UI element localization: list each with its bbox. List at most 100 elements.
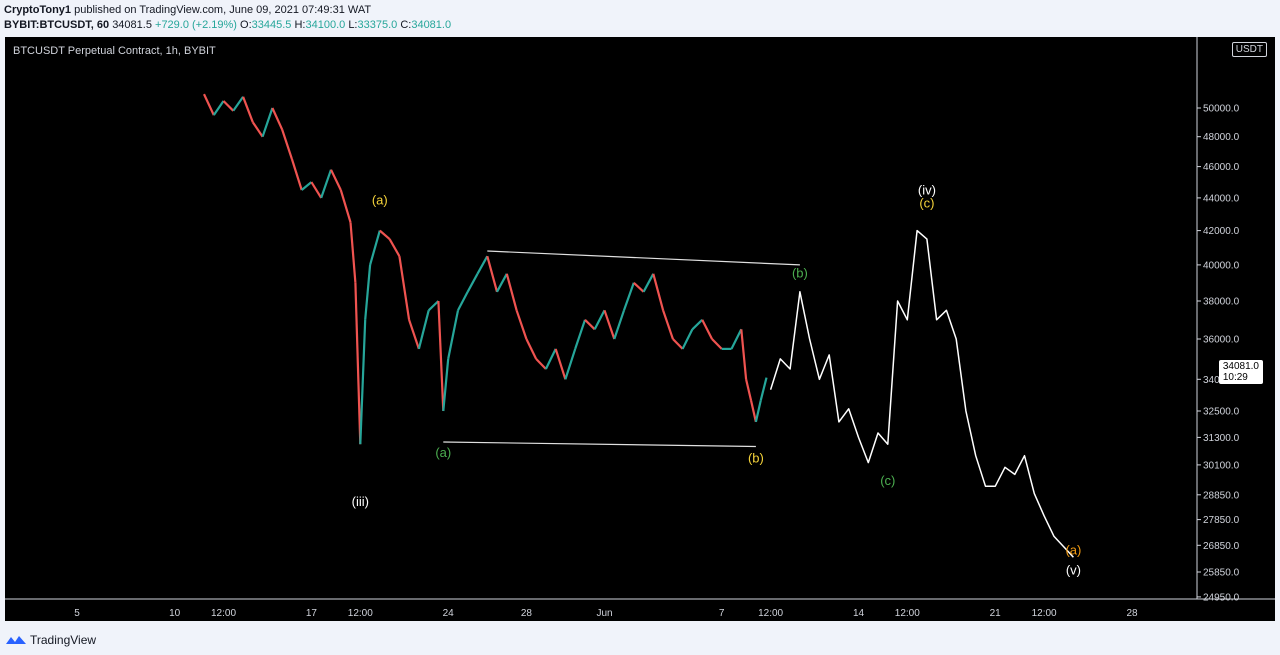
price-segment [271,107,284,130]
price-segment [593,309,606,330]
publisher-name[interactable]: CryptoTony1 [4,4,72,16]
y-tick-label: 27850.0 [1203,515,1240,526]
price-segment [379,229,391,240]
projection-series [769,229,1074,558]
price-segment [281,129,293,160]
price-segment [584,319,596,331]
wave-label: (a) [1065,543,1081,558]
price-segment [759,377,768,401]
wave-label: (a) [372,192,388,207]
wave-label: (iv) [918,183,936,198]
y-axis-ticks: 50000.0 48000.0 46000.0 44000.0 42000.0 40000… [1197,104,1240,603]
price-segment [745,379,753,401]
trendlines [443,250,800,448]
y-tick-label: 25850.0 [1203,568,1240,579]
low-label: L: [348,19,358,31]
x-tick-label: Jun [596,608,612,619]
x-tick-label: 12:00 [211,608,236,619]
tradingview-brand: TradingView [30,633,97,647]
ohlc-line: BYBIT:BTCUSDT, 60 34081.5 +729.0 (+2.19%… [4,19,451,31]
price-segment [476,255,489,275]
y-tick-label: 38000.0 [1203,297,1240,308]
price-segment [515,309,528,340]
price-segment [681,328,694,350]
open-label: O: [240,19,252,31]
projection-path [769,229,1074,558]
x-axis-ticks: 5 10 12:00 17 12:00 24 28 Jun 7 12:00 14 12:00 21 12:… [74,608,1138,619]
price-segment [369,230,381,266]
last-price: 34081.5 [112,19,152,31]
y-tick-label: 26850.0 [1203,541,1240,552]
price-segment [388,238,401,257]
last-price-tag: 34081.0 10:29 [1218,360,1263,384]
price-chart[interactable]: BTCUSDT Perpetual Contract, 1h, BYBIT (a… [5,37,1275,621]
price-segment [740,329,748,380]
price-segment [359,319,367,445]
y-tick-label: 44000.0 [1203,193,1240,204]
tradingview-logo[interactable]: TradingView [6,633,96,647]
price-segment [457,291,469,311]
chart-title: BTCUSDT Perpetual Contract, 1h, BYBIT [13,45,216,57]
price-segment [339,189,352,223]
price-segment [447,310,460,360]
x-tick-label: 12:00 [895,608,920,619]
chart-area[interactable]: BTCUSDT Perpetual Contract, 1h, BYBIT (a… [5,37,1275,621]
y-tick-label: 48000.0 [1203,132,1240,143]
y-tick-label: 46000.0 [1203,162,1240,173]
price-segment [437,300,445,412]
high-value: 34100.0 [305,19,346,31]
x-tick-label: 28 [521,608,533,619]
x-tick-label: 21 [990,608,1002,619]
price-segment [301,181,313,191]
trendline [443,441,756,448]
price-segment [622,282,635,311]
price-segment [310,181,323,199]
price-segment [574,319,587,350]
currency-badge[interactable]: USDT [1231,42,1267,57]
wave-label: (c) [880,473,895,488]
x-tick-label: 17 [306,608,318,619]
price-segment [564,348,577,380]
price-segment [442,358,450,412]
price-segment [417,310,430,350]
low-value: 33375.0 [357,19,398,31]
wave-label: (iii) [352,494,369,509]
price-segment [544,348,557,370]
price-segment [242,96,254,123]
symbol-label: BYBIT:BTCUSDT, 60 [4,19,110,31]
price-segment [349,222,357,283]
price-segment [427,300,440,312]
trendline [487,250,800,266]
price-segment [613,309,626,340]
close-label: C: [400,19,412,31]
price-segment [711,338,723,350]
x-tick-label: 7 [719,608,725,619]
published-text: published on TradingView.com, June 09, 2… [74,4,372,16]
x-tick-label: 12:00 [1032,608,1057,619]
price-segment [251,121,264,138]
y-tick-label: 36000.0 [1203,335,1240,346]
y-tick-label: 24950.0 [1203,592,1240,603]
price-segment [603,309,616,340]
x-tick-label: 12:00 [348,608,373,619]
price-segment [496,273,508,293]
x-tick-label: 5 [74,608,80,619]
price-segment [212,100,225,116]
price-segment [398,256,411,320]
y-tick-label: 30100.0 [1203,460,1240,471]
footer: TradingView [0,625,1280,655]
price-segment [691,319,703,331]
price-tag-countdown: 10:29 [1222,372,1248,383]
price-segment [354,282,362,445]
tradingview-icon [6,636,26,644]
price-segment [222,100,235,112]
price-segment [261,107,274,138]
wave-label: (b) [748,451,764,466]
price-segment [466,273,479,293]
wave-label: (a) [435,445,451,460]
x-tick-label: 28 [1126,608,1138,619]
price-change: +729.0 (+2.19%) [155,19,237,31]
y-tick-label: 40000.0 [1203,260,1240,271]
y-tick-label: 32500.0 [1203,407,1240,418]
y-tick-label: 28850.0 [1203,490,1240,501]
